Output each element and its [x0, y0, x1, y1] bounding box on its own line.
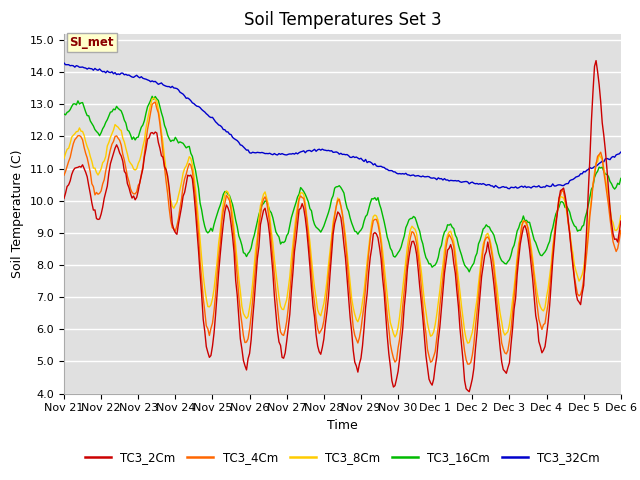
X-axis label: Time: Time: [327, 419, 358, 432]
Title: Soil Temperatures Set 3: Soil Temperatures Set 3: [244, 11, 441, 29]
Text: SI_met: SI_met: [70, 36, 114, 49]
Legend: TC3_2Cm, TC3_4Cm, TC3_8Cm, TC3_16Cm, TC3_32Cm: TC3_2Cm, TC3_4Cm, TC3_8Cm, TC3_16Cm, TC3…: [80, 446, 605, 469]
Y-axis label: Soil Temperature (C): Soil Temperature (C): [11, 149, 24, 278]
